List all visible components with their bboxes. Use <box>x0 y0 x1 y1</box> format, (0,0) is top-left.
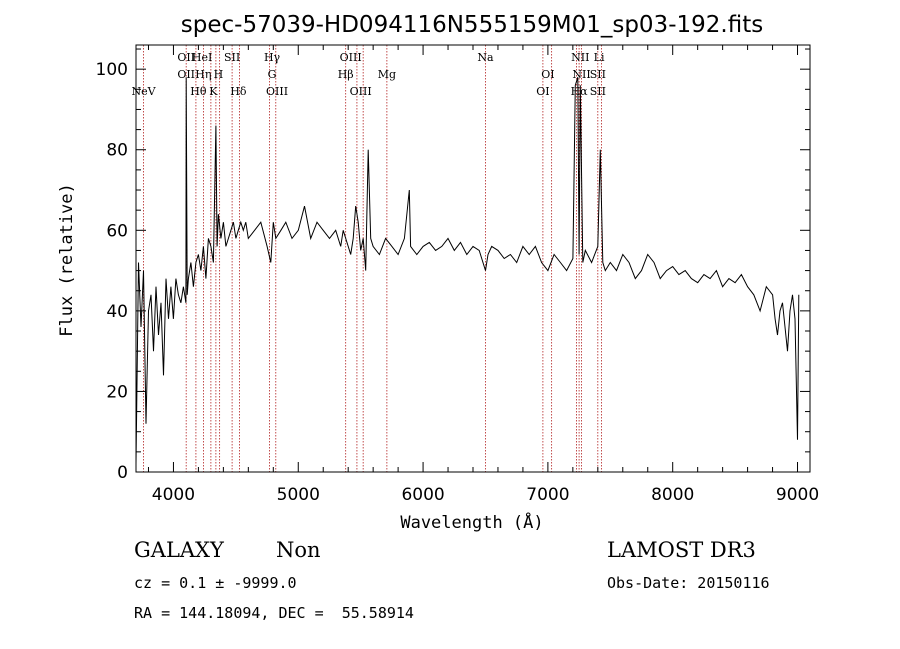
y-tick-label: 40 <box>106 302 128 322</box>
y-tick-label: 60 <box>106 221 128 241</box>
emission-line-label: OIII <box>266 85 288 98</box>
y-axis-label: Flux (relative) <box>57 183 77 337</box>
emission-line-label: H <box>214 68 224 81</box>
emission-line-label: NII <box>571 51 589 64</box>
x-tick-label: 8000 <box>651 485 694 505</box>
emission-line-label: NII <box>572 68 590 81</box>
y-tick-label: 80 <box>106 141 128 161</box>
emission-line-label: HeI <box>192 51 212 64</box>
emission-line-label: OII <box>177 51 195 64</box>
x-tick-label: 4000 <box>152 485 195 505</box>
axes: 4000 5000 6000 7000 8000 9000 0 20 40 60 80 100 <box>96 45 819 505</box>
emission-line-label: OI <box>536 85 549 98</box>
emission-line-markers: NeVOIIOIIHθHeIHηKHSIIHδHγGOIIIOIIIHβOIII… <box>131 45 606 472</box>
emission-line-label: SII <box>590 85 606 98</box>
emission-line-label: OIII <box>340 51 362 64</box>
emission-line-label: Mg <box>378 68 396 81</box>
x-axis-label: Wavelength (Å) <box>400 511 543 533</box>
emission-line-label: Hα <box>571 85 589 98</box>
x-tick-label: 7000 <box>526 485 569 505</box>
emission-line-label: SII <box>224 51 240 64</box>
emission-line-label: OII <box>177 68 195 81</box>
emission-line-label: Na <box>477 51 494 64</box>
emission-line-label: Hδ <box>230 85 247 98</box>
spectrum-line <box>135 77 800 464</box>
emission-line-label: K <box>209 85 218 98</box>
chart-title: spec-57039-HD094116N555159M01_sp03-192.f… <box>181 12 763 38</box>
emission-line-label: Hβ <box>338 68 354 81</box>
y-tick-label: 20 <box>106 382 128 402</box>
x-tick-label: 5000 <box>277 485 320 505</box>
redshift-value: cz = 0.1 ± -9999.0 <box>134 574 297 592</box>
object-subclass: Non <box>276 538 321 562</box>
emission-line-label: Hθ <box>190 85 207 98</box>
coordinates: RA = 144.18094, DEC = 55.58914 <box>134 604 414 622</box>
emission-line-label: OIII <box>350 85 372 98</box>
plot-frame <box>135 44 811 473</box>
emission-line-label: Li <box>594 51 605 64</box>
emission-line-label: G <box>268 68 277 81</box>
survey-name: LAMOST DR3 <box>607 538 756 562</box>
emission-line-label: NeV <box>131 85 156 98</box>
emission-line-label: OI <box>541 68 554 81</box>
emission-line-label: Hη <box>195 68 211 81</box>
object-class: GALAXY <box>134 538 224 562</box>
x-tick-label: 6000 <box>401 485 444 505</box>
emission-line-label: Hγ <box>264 51 281 64</box>
y-tick-label: 0 <box>117 463 128 483</box>
observation-date: Obs-Date: 20150116 <box>607 574 770 592</box>
emission-line-label: SII <box>590 68 606 81</box>
y-tick-label: 100 <box>96 60 128 80</box>
x-tick-label: 9000 <box>776 485 819 505</box>
